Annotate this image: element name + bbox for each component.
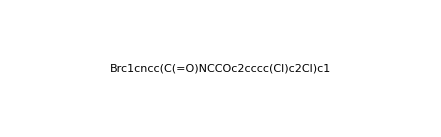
Text: Brc1cncc(C(=O)NCCOc2cccc(Cl)c2Cl)c1: Brc1cncc(C(=O)NCCOc2cccc(Cl)c2Cl)c1 <box>110 64 331 73</box>
